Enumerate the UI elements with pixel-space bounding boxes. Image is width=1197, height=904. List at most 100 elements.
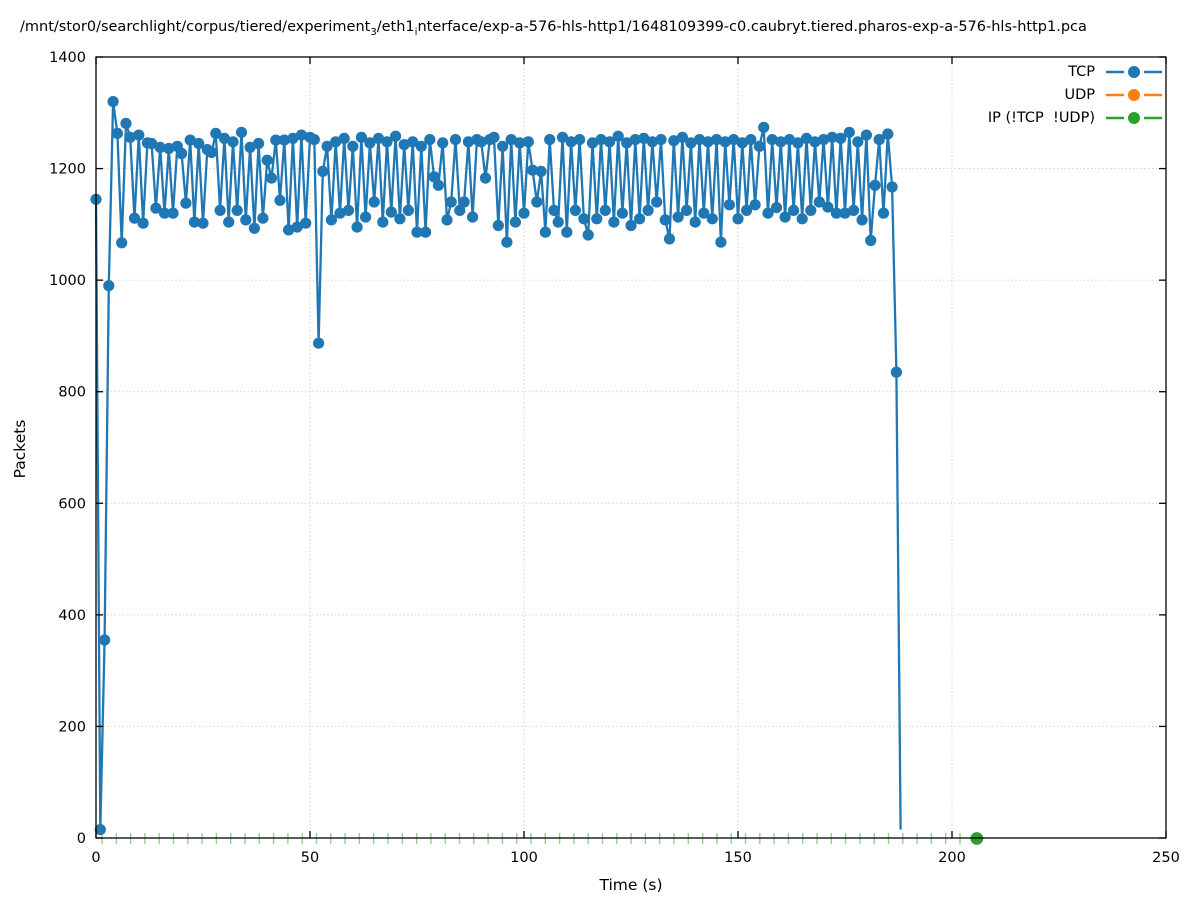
svg-text:250: 250 xyxy=(1152,850,1180,866)
tcp-marker xyxy=(890,366,903,378)
tcp-marker xyxy=(99,634,111,646)
tcp-marker xyxy=(355,131,367,143)
tcp-marker xyxy=(809,136,821,148)
tcp-marker xyxy=(462,136,474,148)
tcp-marker xyxy=(437,137,449,149)
tcp-marker xyxy=(646,136,659,148)
tcp-marker xyxy=(539,226,552,238)
tcp-marker xyxy=(753,140,766,152)
tcp-marker xyxy=(818,134,830,146)
tcp-marker xyxy=(728,134,740,146)
tcp-marker xyxy=(420,226,432,238)
tcp-marker xyxy=(856,214,868,226)
tcp-marker xyxy=(261,154,273,166)
tcp-marker xyxy=(197,217,209,229)
tcp-marker xyxy=(283,224,295,236)
tcp-marker xyxy=(860,129,873,141)
tcp-marker xyxy=(599,204,611,216)
svg-text:1200: 1200 xyxy=(49,162,86,178)
tcp-marker xyxy=(381,136,393,148)
tcp-marker xyxy=(193,137,205,150)
svg-text:100: 100 xyxy=(510,850,538,866)
tcp-marker xyxy=(270,134,282,146)
tcp-marker xyxy=(432,179,444,191)
tcp-marker xyxy=(805,204,817,216)
tcp-marker xyxy=(873,134,885,146)
tcp-marker xyxy=(522,136,534,148)
tcp-marker xyxy=(826,131,838,143)
tcp-marker xyxy=(689,216,701,228)
tcp-marker xyxy=(330,136,342,148)
tcp-marker xyxy=(492,219,504,232)
tcp-marker xyxy=(214,204,226,216)
tcp-marker xyxy=(693,134,706,146)
tcp-marker xyxy=(711,134,723,146)
tcp-marker xyxy=(612,130,624,142)
tcp-marker xyxy=(578,213,590,225)
tcp-marker xyxy=(591,213,603,225)
tcp-marker xyxy=(334,207,346,219)
tcp-marker xyxy=(775,136,787,148)
tcp-marker xyxy=(351,221,363,233)
chart-title-text: /mnt/stor0/searchlight/corpus/tiered/exp… xyxy=(20,19,371,35)
tcp-marker xyxy=(509,216,521,228)
tcp-marker xyxy=(372,132,385,144)
tcp-marker xyxy=(535,165,547,177)
tcp-marker xyxy=(244,141,256,153)
tcp-marker xyxy=(745,134,757,146)
tcp-marker xyxy=(385,206,397,218)
x-tick-labels: 0 50 100 150 200 250 xyxy=(91,850,1179,866)
svg-text:50: 50 xyxy=(301,850,319,866)
tcp-marker xyxy=(634,213,646,225)
tcp-marker xyxy=(150,202,162,214)
tcp-marker xyxy=(595,134,607,146)
tcp-marker xyxy=(779,211,791,223)
tcp-marker xyxy=(736,137,748,149)
tcp-marker xyxy=(556,131,569,143)
legend-row-ip-tcp-udp: IP (!TCP !UDP) xyxy=(988,107,1163,129)
tcp-marker xyxy=(158,207,171,219)
plot-border xyxy=(95,56,1167,839)
tcp-marker xyxy=(659,214,671,226)
tcp-marker xyxy=(638,132,650,144)
svg-text:0: 0 xyxy=(91,850,100,866)
tcp-marker xyxy=(719,136,731,148)
tcp-marker xyxy=(368,196,380,208)
tcp-marker xyxy=(454,204,466,216)
tcp-marker xyxy=(574,134,586,146)
tcp-marker xyxy=(843,126,855,138)
tcp-marker xyxy=(505,134,517,146)
svg-text:800: 800 xyxy=(58,385,86,401)
tcp-marker xyxy=(651,196,663,208)
chart-title-subscript-i: i xyxy=(414,26,418,38)
tcp-marker xyxy=(257,212,269,224)
tcp-marker xyxy=(886,181,898,193)
tcp-marker xyxy=(514,137,526,149)
tcp-marker xyxy=(325,214,337,226)
tcp-marker xyxy=(582,229,594,241)
legend-line-marker-sample xyxy=(1106,89,1162,101)
tcp-marker xyxy=(792,137,804,149)
tcp-marker xyxy=(253,137,265,150)
svg-text:200: 200 xyxy=(938,850,966,866)
tcp-marker xyxy=(342,204,355,216)
chart-title: /mnt/stor0/searchlight/corpus/tiered/exp… xyxy=(20,19,1087,38)
tcp-marker xyxy=(137,217,149,229)
tcp-marker xyxy=(531,196,543,208)
x-axis-label: Time (s) xyxy=(599,876,663,894)
tcp-marker xyxy=(741,204,753,216)
tcp-marker xyxy=(111,127,123,139)
svg-text:400: 400 xyxy=(58,608,86,624)
tcp-marker xyxy=(839,207,851,219)
tcp-marker xyxy=(800,132,813,144)
tcp-marker xyxy=(223,216,235,228)
tcp-marker xyxy=(218,132,230,144)
tcp-marker xyxy=(458,196,470,208)
tcp-marker xyxy=(278,134,290,146)
tcp-marker xyxy=(527,164,539,176)
tcp-marker xyxy=(501,236,513,248)
tcp-marker xyxy=(308,134,320,146)
tcp-marker xyxy=(882,128,894,140)
tcp-marker xyxy=(668,135,680,147)
